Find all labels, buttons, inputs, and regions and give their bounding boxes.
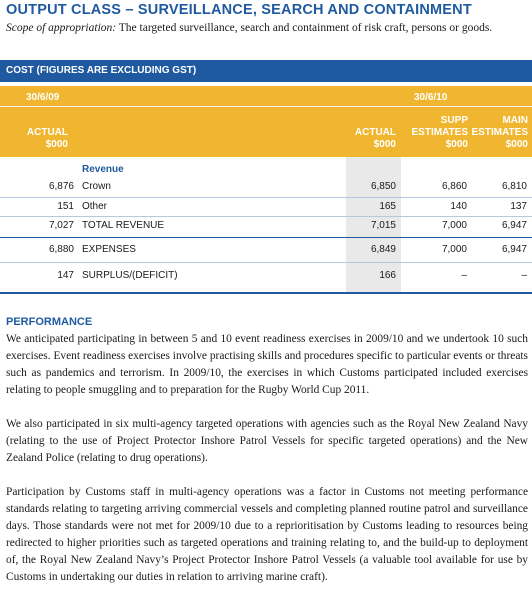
table-bottom-rule: [0, 292, 532, 294]
row-divider: [0, 237, 532, 238]
row-label: Other: [82, 201, 108, 212]
cell-supp: 7,000: [441, 220, 467, 231]
performance-paragraph: We also participated in six multi-agency…: [6, 418, 528, 464]
cell-actual: 165: [379, 201, 396, 212]
header-2010: 30/6/10 ACTUAL $000 SUPP ESTIMATES $000 …: [346, 86, 532, 157]
year-2010: 30/6/10: [414, 92, 448, 103]
cell-actual: 6,849: [370, 244, 396, 255]
cell-actual: 6,850: [370, 181, 396, 192]
cell-supp: 7,000: [441, 244, 467, 255]
year-2009: 30/6/09: [26, 92, 60, 103]
year-divider: [346, 106, 532, 107]
scope-label: Scope of appropriation:: [6, 22, 117, 34]
scope-of-appropriation: Scope of appropriation: The targeted sur…: [6, 22, 492, 34]
performance-paragraph: Participation by Customs staff in multi-…: [6, 486, 528, 583]
cell-prev: 151: [57, 201, 74, 212]
cell-prev: 6,880: [48, 244, 74, 255]
col-actual-2010: ACTUAL $000: [354, 127, 396, 150]
page-title: OUTPUT CLASS – SURVEILLANCE, SEARCH AND …: [6, 2, 472, 18]
cell-supp: 140: [450, 201, 467, 212]
cell-actual: 166: [379, 270, 396, 281]
header-label-column: [76, 86, 346, 157]
cell-main: –: [521, 270, 527, 281]
performance-heading: PERFORMANCE: [6, 316, 93, 328]
cell-prev: 147: [57, 270, 74, 281]
cell-prev: 7,027: [48, 220, 74, 231]
cell-supp: 6,860: [441, 181, 467, 192]
cell-actual: 7,015: [370, 220, 396, 231]
col-supp-estimates: SUPP ESTIMATES $000: [411, 115, 468, 150]
row-label: TOTAL REVENUE: [82, 220, 165, 231]
revenue-heading: Revenue: [82, 164, 124, 175]
cost-table-heading: COST (FIGURES ARE EXCLUDING GST): [0, 60, 532, 82]
cell-main: 6,947: [501, 220, 527, 231]
row-label: Crown: [82, 181, 111, 192]
row-divider: [0, 262, 532, 263]
row-divider: [0, 216, 532, 217]
row-label: SURPLUS/(DEFICIT): [82, 270, 178, 281]
cell-supp: –: [461, 270, 467, 281]
scope-text: The targeted surveillance, search and co…: [116, 22, 493, 34]
row-label: EXPENSES: [82, 244, 136, 255]
performance-paragraph: We anticipated participating in between …: [6, 333, 528, 396]
year-divider: [76, 106, 346, 107]
cell-main: 6,947: [501, 244, 527, 255]
cell-main: 6,810: [501, 181, 527, 192]
year-divider: [0, 106, 76, 107]
row-divider: [0, 197, 532, 198]
actual-2010-shading: [346, 157, 401, 293]
col-main-estimates: MAIN ESTIMATES $000: [471, 115, 528, 150]
header-2009: 30/6/09 ACTUAL $000: [0, 86, 76, 157]
cell-main: 137: [510, 201, 527, 212]
cell-prev: 6,876: [48, 181, 74, 192]
col-actual-2009: ACTUAL $000: [26, 127, 68, 150]
